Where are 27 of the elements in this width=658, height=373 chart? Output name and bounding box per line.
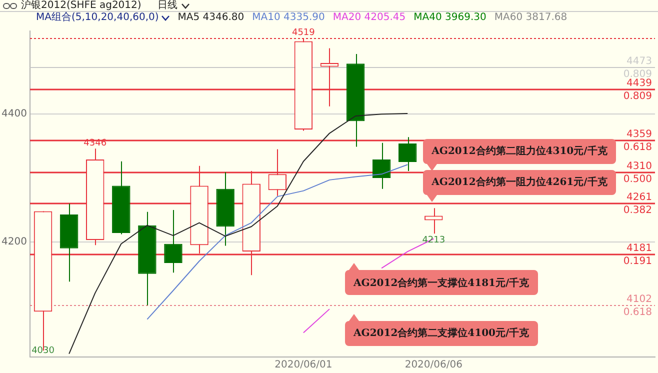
x-tick-label: 2020/06/06 — [404, 360, 462, 371]
legend-title: MA组合(5,10,20,40,60,0) — [36, 12, 160, 23]
annotation: AG2012合约第一阻力位4261元/千克 — [422, 170, 616, 195]
ref-line-label: 4102 0.618 — [623, 294, 652, 318]
text: MA5 4346.80 — [178, 12, 244, 23]
ref-line-label: 4181 0.191 — [623, 243, 652, 268]
ref-line-label: 4261 0.382 — [623, 192, 652, 216]
callout: AG2012合约第一支撑位4181元/千克 — [344, 263, 538, 296]
y-tick-label: 4400 — [2, 108, 27, 120]
annotation: AG2012合约第二阻力位4310元/千克 — [422, 138, 616, 164]
x-tick-label: 2020/06/01 — [274, 360, 332, 371]
ref-line-label: 4310 0.500 — [623, 161, 652, 186]
annotation: AG2012合约第一支撑位4181元/千克 — [344, 270, 538, 296]
ref-line-label: 4359 0.618 — [623, 129, 652, 154]
ref-line-label: 4439 0.809 — [623, 78, 652, 102]
callout: AG2012合约第二支撑位4100元/千克 — [344, 314, 538, 346]
annotation: AG2012合约第二支撑位4100元/千克 — [344, 320, 538, 346]
text: MA10 4335.90 — [252, 12, 325, 23]
annotation: 4519 — [292, 28, 316, 38]
callout: AG2012合约第一阻力位4261元/千克 — [422, 170, 616, 202]
chart-subtitle: 日线 — [157, 0, 178, 11]
callout: AG2012合约第二阻力位4310元/千克 — [422, 138, 616, 171]
annotation: 4030 — [32, 346, 55, 356]
text: MA20 4205.45 — [332, 12, 406, 23]
legend-label: MA60 3817.68 — [494, 12, 568, 23]
legend-label: MA40 3969.30 — [414, 12, 486, 23]
y-tick-label: 4200 — [2, 236, 27, 248]
